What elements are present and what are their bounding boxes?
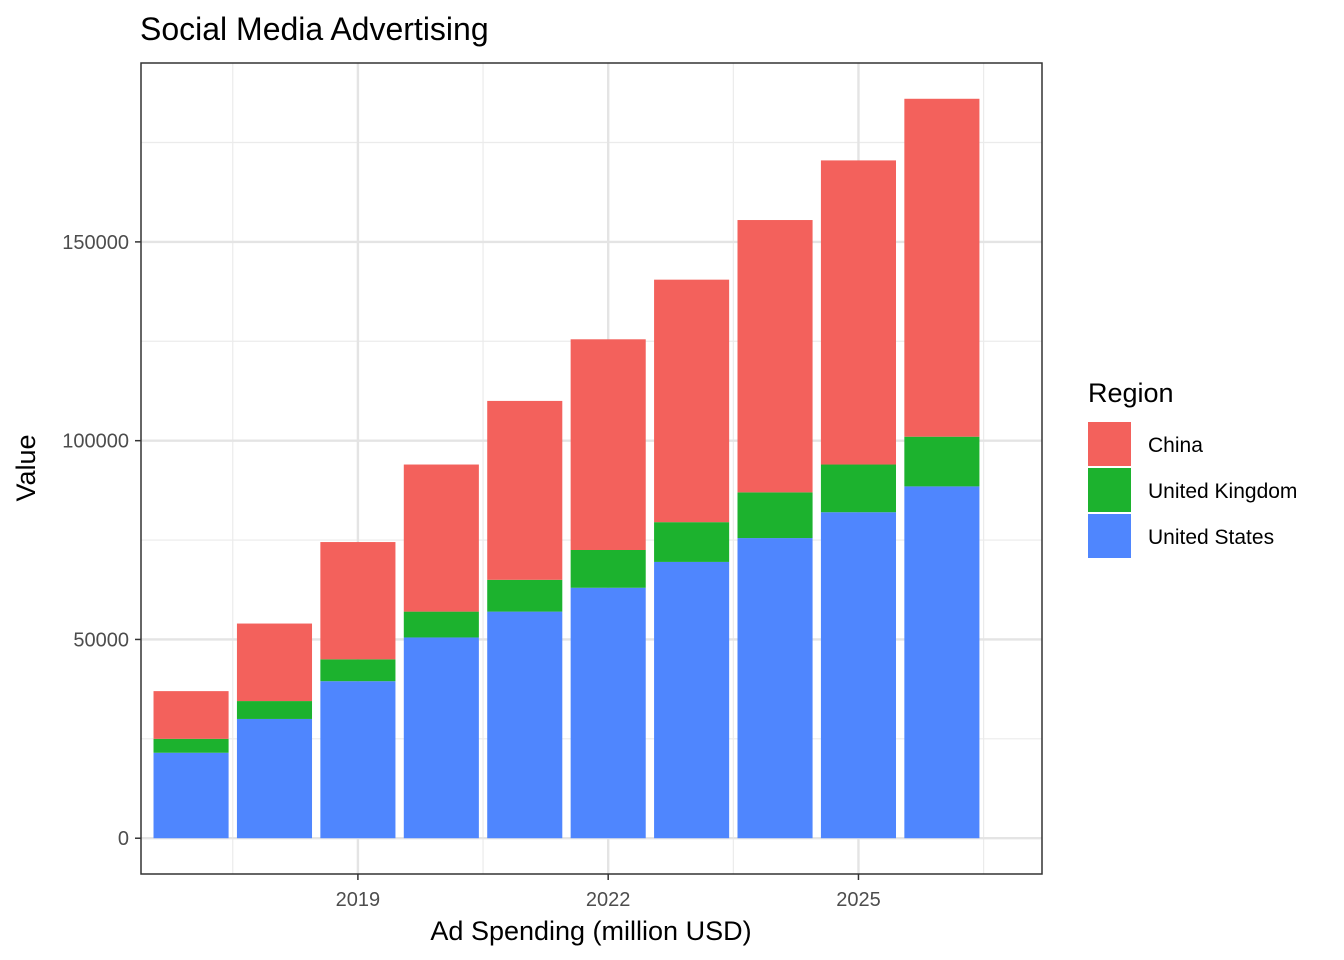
y-tick-label: 50000 <box>73 629 129 651</box>
bar-segment-china <box>403 464 479 612</box>
plot-area <box>140 62 1043 875</box>
bar-segment-united-states <box>654 561 730 839</box>
bar-segment-united-kingdom <box>654 522 730 562</box>
bar-segment-united-states <box>236 718 313 839</box>
bar-segment-china <box>570 339 646 550</box>
bar-segment-china <box>904 98 980 437</box>
x-tick-label: 2022 <box>586 889 631 911</box>
x-axis: 2019 2022 2025 <box>336 874 881 911</box>
legend-label: United Kingdom <box>1148 480 1297 503</box>
bar-segment-china <box>654 279 730 523</box>
chart-title: Social Media Advertising <box>140 11 489 47</box>
bar-segment-china <box>236 623 313 702</box>
bar-segment-united-kingdom <box>737 492 813 539</box>
bar-segment-united-kingdom <box>570 549 646 588</box>
x-tick-label: 2025 <box>836 889 881 911</box>
y-axis: 0 50000 100000 150000 <box>62 232 141 850</box>
bar-segment-united-states <box>904 486 980 839</box>
plot-border <box>140 62 1043 875</box>
bar-segment-united-kingdom <box>904 436 980 487</box>
bar-segment-united-states <box>320 681 396 839</box>
bar-segment-united-kingdom <box>236 701 313 719</box>
bar-segment-united-states <box>570 587 646 839</box>
x-axis-title: Ad Spending (million USD) <box>430 916 751 946</box>
bar-segment-china <box>820 160 897 465</box>
legend-key <box>1088 514 1131 558</box>
y-tick-label: 150000 <box>62 232 129 254</box>
bar-segment-united-states <box>820 512 897 839</box>
y-axis-title: Value <box>11 434 41 501</box>
bar-segment-china <box>320 542 396 660</box>
x-tick-label: 2019 <box>336 889 381 911</box>
bar-segment-united-states <box>153 752 229 839</box>
legend-key <box>1088 468 1131 512</box>
bar-segment-united-kingdom <box>487 579 563 612</box>
bar-segment-united-kingdom <box>320 659 396 682</box>
bar-segment-united-states <box>737 538 813 839</box>
bar-segment-china <box>487 400 563 580</box>
legend-label: China <box>1148 434 1203 457</box>
bar-segment-china <box>153 691 229 739</box>
legend-key <box>1088 422 1131 466</box>
bar-segment-united-kingdom <box>820 464 897 513</box>
bar-segment-united-states <box>487 611 563 839</box>
bar-segment-united-states <box>403 637 479 839</box>
legend-title: Region <box>1088 378 1174 408</box>
legend: Region China United Kingdom United States <box>1088 378 1297 558</box>
bar-segment-united-kingdom <box>153 738 229 753</box>
bar-segment-united-kingdom <box>403 611 479 638</box>
legend-label: United States <box>1148 526 1274 549</box>
bars <box>153 98 980 839</box>
y-tick-label: 100000 <box>62 431 129 453</box>
bar-segment-china <box>737 220 813 493</box>
y-tick-label: 0 <box>118 828 129 850</box>
